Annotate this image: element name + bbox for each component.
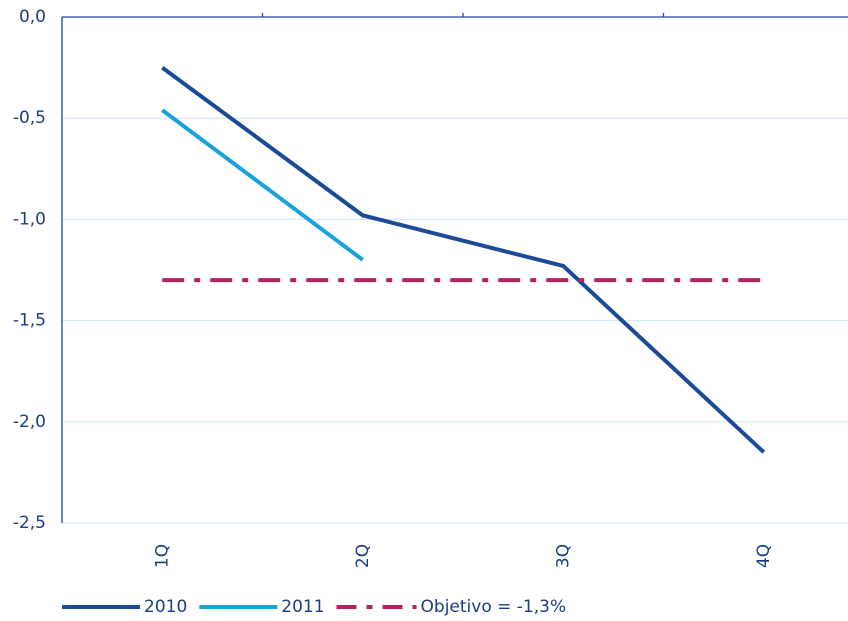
- y-tick-label: -2,5: [13, 513, 46, 533]
- series-line: [161, 65, 766, 454]
- x-tick-label: 4Q: [754, 544, 774, 568]
- y-tick-label: 0,0: [19, 7, 46, 27]
- x-tick-label: 1Q: [152, 544, 172, 568]
- legend-label: 2011: [281, 597, 324, 617]
- y-tick-label: -1,5: [13, 311, 46, 331]
- y-tick-label: -1,0: [13, 209, 46, 229]
- legend-label: Objetivo = -1,3%: [421, 597, 567, 617]
- legend-label: 2010: [144, 597, 187, 617]
- y-tick-label: -0,5: [13, 108, 46, 128]
- series-line: [161, 108, 364, 262]
- x-tick-label: 2Q: [353, 544, 373, 568]
- x-tick-label: 3Q: [553, 544, 573, 568]
- y-tick-label: -2,0: [13, 412, 46, 432]
